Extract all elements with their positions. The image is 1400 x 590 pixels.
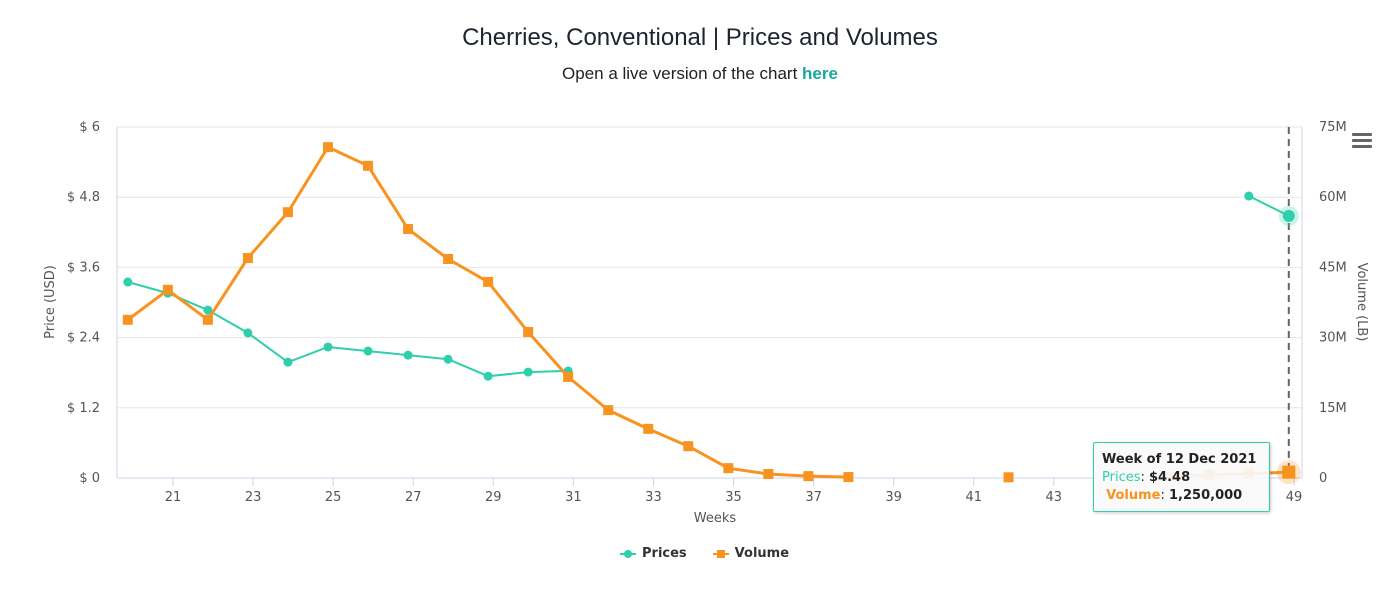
chart-subtitle: Open a live version of the chart here — [0, 64, 1400, 84]
volume-point — [282, 207, 293, 218]
volume-point — [162, 284, 173, 295]
y2-tick-label: 45M — [1319, 260, 1347, 275]
x-tick-label: 29 — [485, 490, 502, 505]
volume-line — [126, 145, 849, 479]
volume-point — [803, 471, 814, 482]
volume-point — [483, 276, 494, 287]
x-tick-label: 37 — [805, 490, 822, 505]
volume-point — [322, 142, 333, 153]
prices-point — [123, 277, 133, 287]
prices-line — [127, 281, 569, 378]
y-axis-title: Price (USD) — [43, 265, 58, 339]
volume-point — [723, 463, 734, 474]
y2-tick-label: 15M — [1319, 401, 1347, 416]
y2-tick-label: 30M — [1319, 331, 1347, 346]
y-tick-label: $ 0 — [79, 471, 100, 486]
y-tick-label: $ 2.4 — [67, 331, 100, 346]
y2-tick-label: 75M — [1319, 120, 1347, 135]
x-axis-title: Weeks — [694, 511, 737, 526]
y2-axis-title: Volume (LB) — [1354, 263, 1369, 342]
tooltip-prices-value: $4.48 — [1149, 470, 1191, 485]
y-tick-label: $ 3.6 — [67, 260, 100, 275]
volume-point — [1282, 465, 1296, 479]
x-tick-label: 49 — [1286, 490, 1303, 505]
prices-point — [323, 342, 333, 352]
y2-tick-label: 0 — [1319, 471, 1327, 486]
hamburger-menu-icon[interactable] — [1352, 133, 1372, 149]
x-tick-label: 25 — [325, 490, 342, 505]
x-tick-label: 21 — [165, 490, 182, 505]
tooltip-volume-label: Volume — [1106, 488, 1161, 503]
volume-point — [363, 160, 374, 171]
y-tick-label: $ 6 — [79, 120, 100, 135]
x-tick-label: 39 — [885, 490, 902, 505]
legend-label-prices: Prices — [642, 546, 687, 561]
y2-tick-label: 60M — [1319, 190, 1347, 205]
legend-label-volume: Volume — [734, 546, 790, 561]
tooltip: Week of 12 Dec 2021 Prices: $4.48 Volume… — [1093, 442, 1270, 512]
volume-point — [242, 253, 253, 264]
prices-point — [523, 367, 533, 377]
x-tick-label: 31 — [565, 490, 582, 505]
prices-point — [403, 350, 413, 360]
volume-point — [643, 423, 654, 434]
prices-point — [483, 371, 493, 381]
prices-point — [1244, 191, 1254, 201]
tooltip-volume-value: 1,250,000 — [1169, 488, 1243, 503]
y-tick-label: $ 1.2 — [67, 401, 100, 416]
prices-point — [243, 328, 253, 338]
prices-point — [363, 346, 373, 356]
volume-point — [603, 405, 614, 416]
x-tick-label: 33 — [645, 490, 662, 505]
volume-point — [523, 326, 534, 337]
volume-legend-icon — [712, 548, 729, 560]
volume-point — [122, 314, 133, 325]
x-tick-label: 27 — [405, 490, 422, 505]
subtitle-text: Open a live version of the chart — [562, 64, 803, 83]
y-tick-label: $ 4.8 — [67, 190, 100, 205]
prices-legend-icon — [620, 548, 636, 560]
prices-line — [1248, 195, 1290, 217]
live-chart-link[interactable]: here — [802, 64, 838, 83]
volume-point — [403, 224, 414, 235]
x-tick-label: 35 — [725, 490, 742, 505]
legend-item-prices[interactable]: Prices — [620, 546, 687, 561]
volume-point — [1003, 472, 1014, 483]
legend: Prices Volume — [620, 546, 789, 561]
legend-item-volume[interactable]: Volume — [712, 546, 790, 561]
prices-point — [443, 354, 453, 364]
x-tick-label: 23 — [245, 490, 262, 505]
prices-point — [203, 305, 213, 315]
x-tick-label: 43 — [1046, 490, 1063, 505]
prices-point — [283, 357, 293, 367]
volume-point — [683, 441, 694, 452]
chart-title: Cherries, Conventional | Prices and Volu… — [462, 24, 938, 51]
volume-point — [202, 314, 213, 325]
volume-point — [443, 253, 454, 264]
volume-point — [763, 469, 774, 480]
volume-point — [843, 472, 854, 483]
tooltip-header: Week of 12 Dec 2021 — [1102, 452, 1257, 467]
volume-point — [563, 371, 574, 382]
tooltip-prices-label: Prices — [1102, 470, 1141, 485]
prices-point — [1282, 209, 1295, 222]
x-tick-label: 41 — [965, 490, 982, 505]
